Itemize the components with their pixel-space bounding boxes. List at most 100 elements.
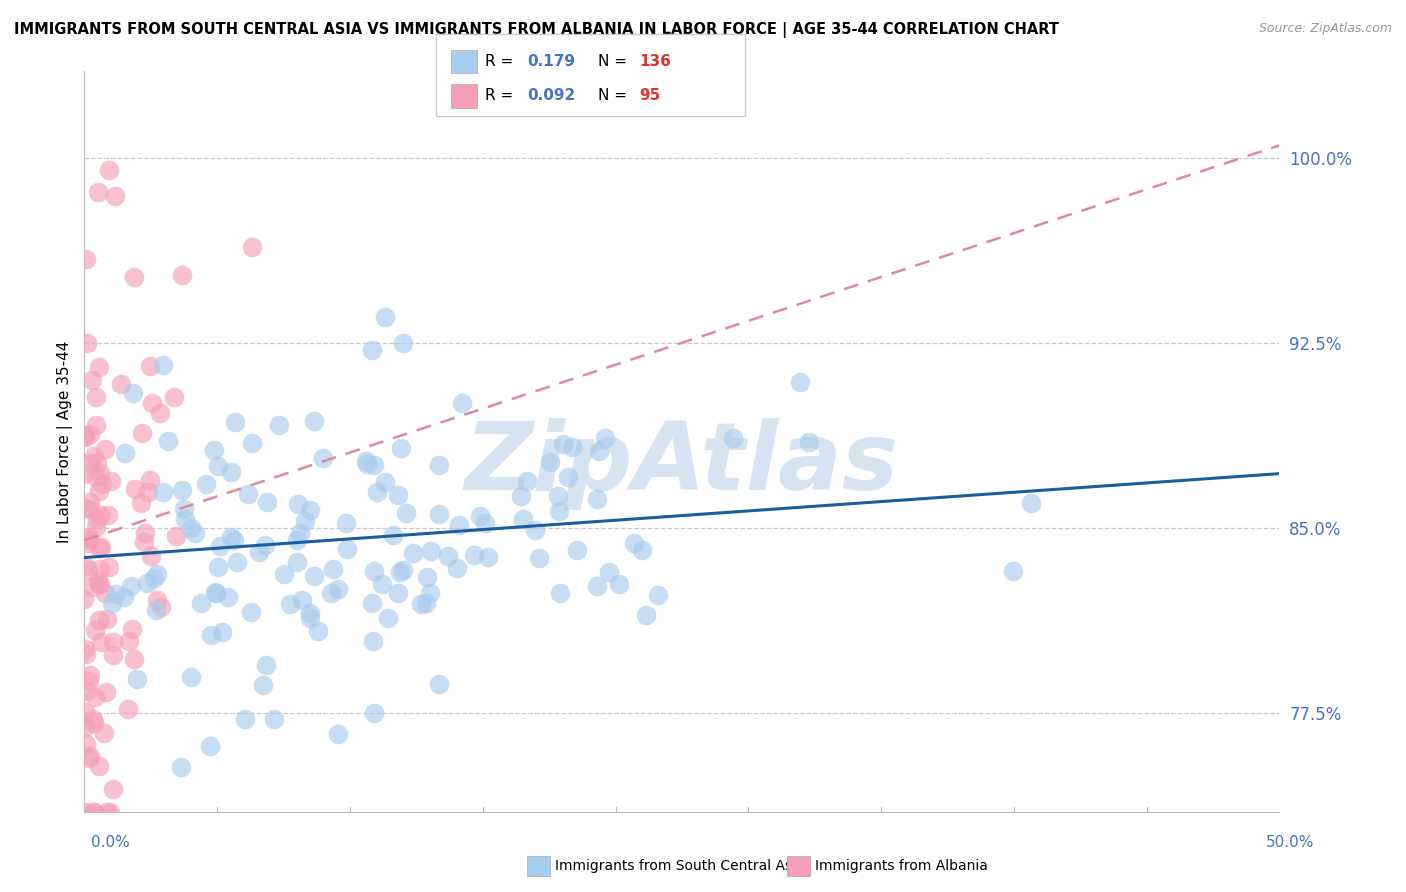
Point — [363, 706, 385, 721]
Point — [631, 543, 654, 558]
Point — [451, 396, 474, 410]
Point — [200, 628, 222, 642]
Text: 95: 95 — [640, 88, 661, 103]
Point — [217, 590, 239, 604]
Point — [253, 538, 276, 552]
Point — [387, 585, 409, 599]
Point — [73, 592, 96, 607]
Point — [634, 608, 657, 623]
Text: Immigrants from South Central Asia: Immigrants from South Central Asia — [555, 859, 806, 873]
Point — [83, 805, 105, 819]
Point — [586, 491, 609, 506]
Point — [416, 569, 439, 583]
Point — [79, 667, 101, 681]
Point — [207, 560, 229, 574]
Point — [73, 558, 96, 573]
Point — [363, 564, 385, 578]
Point — [136, 484, 159, 499]
Point — [322, 561, 344, 575]
Point — [524, 523, 547, 537]
Point — [388, 565, 411, 579]
Text: 0.179: 0.179 — [527, 54, 575, 69]
Point — [180, 670, 202, 684]
Point — [360, 596, 382, 610]
Point — [477, 549, 499, 564]
Text: Source: ZipAtlas.com: Source: ZipAtlas.com — [1258, 22, 1392, 36]
Point — [172, 268, 194, 282]
Point — [419, 586, 441, 600]
Point — [415, 596, 437, 610]
Point — [97, 508, 120, 522]
Point — [103, 648, 125, 663]
Point — [391, 441, 413, 455]
Point — [561, 440, 583, 454]
Point — [363, 633, 385, 648]
Point — [84, 520, 107, 534]
Point — [79, 748, 101, 763]
Point — [84, 470, 107, 484]
Point — [134, 526, 156, 541]
Point — [101, 781, 124, 796]
Point — [221, 530, 243, 544]
Point — [138, 359, 160, 373]
Point — [89, 359, 111, 374]
Point — [411, 597, 433, 611]
Point — [797, 434, 820, 449]
Point — [374, 310, 396, 324]
Point — [402, 546, 425, 560]
Point — [131, 426, 153, 441]
Point — [122, 385, 145, 400]
Point — [221, 466, 243, 480]
Point — [77, 673, 100, 688]
Point — [263, 712, 285, 726]
Point — [595, 431, 617, 445]
Point — [89, 759, 111, 773]
Point — [285, 533, 308, 548]
Point — [240, 606, 263, 620]
Point — [80, 373, 103, 387]
Point — [163, 390, 186, 404]
Text: 50.0%: 50.0% — [1267, 836, 1315, 850]
Point — [789, 376, 811, 390]
Point — [446, 560, 468, 574]
Y-axis label: In Labor Force | Age 35-44: In Labor Force | Age 35-44 — [58, 341, 73, 542]
Point — [96, 805, 118, 819]
Point — [152, 485, 174, 500]
Point — [371, 576, 394, 591]
Point — [112, 590, 135, 604]
Point — [84, 418, 107, 433]
Point — [240, 436, 263, 450]
Point — [298, 503, 321, 517]
Point — [87, 613, 110, 627]
Point — [395, 507, 418, 521]
Point — [198, 739, 221, 754]
Point — [449, 517, 471, 532]
Point — [77, 533, 100, 548]
Point — [76, 737, 98, 751]
Point — [145, 566, 167, 581]
Point — [122, 652, 145, 666]
Point — [173, 501, 195, 516]
Point — [83, 449, 105, 463]
Point — [224, 415, 246, 429]
Point — [236, 487, 259, 501]
Point — [79, 427, 101, 442]
Point — [141, 396, 163, 410]
Point — [146, 593, 169, 607]
Point — [391, 336, 413, 351]
Point — [392, 563, 415, 577]
Point — [165, 528, 187, 542]
Point — [553, 437, 575, 451]
Point — [77, 751, 100, 765]
Point — [285, 555, 308, 569]
Point — [202, 442, 225, 457]
Point — [143, 571, 166, 585]
Point — [136, 576, 159, 591]
Point — [377, 611, 399, 625]
Point — [548, 586, 571, 600]
Point — [104, 587, 127, 601]
Point — [98, 805, 121, 819]
Point — [80, 580, 103, 594]
Point — [84, 623, 107, 637]
Point — [86, 456, 108, 470]
